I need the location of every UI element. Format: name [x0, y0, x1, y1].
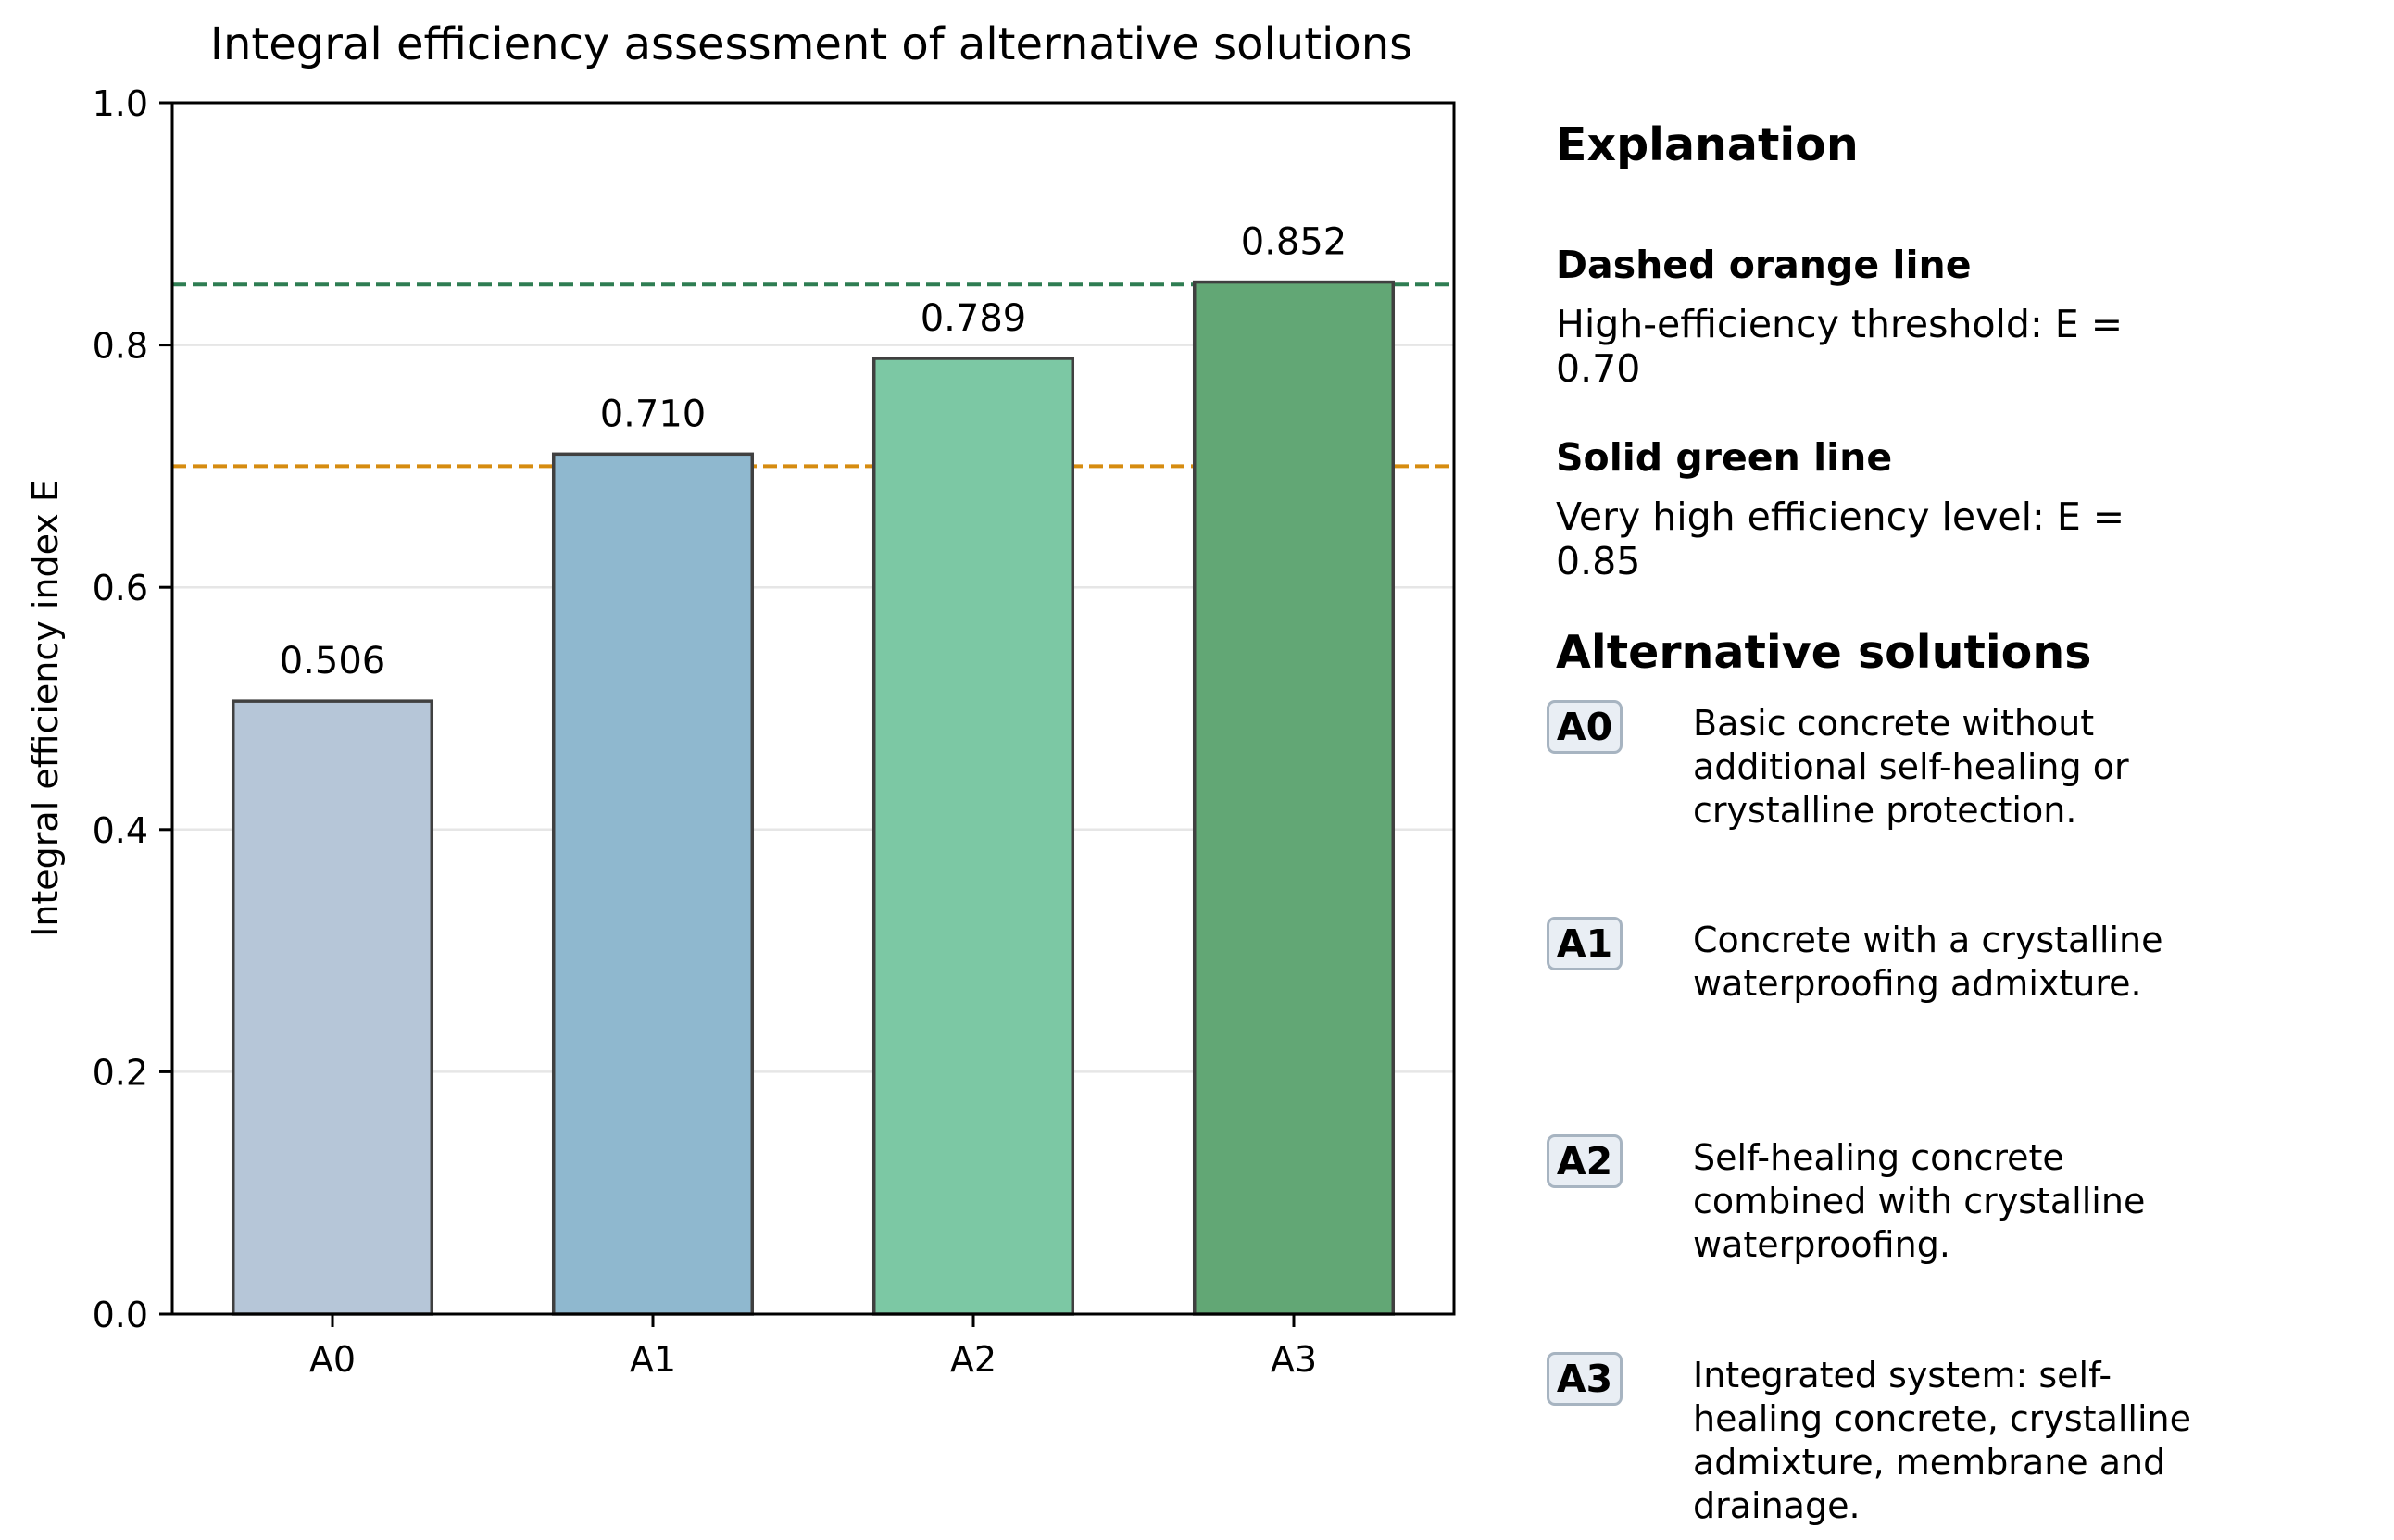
dashed-orange-line-heading: Dashed orange line — [1556, 243, 1972, 287]
value-label: 0.710 — [600, 393, 707, 435]
value-labels: 0.506 0.710 0.789 0.852 — [280, 221, 1347, 683]
plot-frame — [170, 101, 1456, 1316]
value-label: 0.506 — [280, 640, 386, 682]
solid-green-line-text: Very high efficiency level: E = 0.85 — [1556, 495, 2125, 583]
alternative-code-badge: A3 — [1547, 1352, 1623, 1406]
y-tick-label: 0.2 — [93, 1052, 148, 1093]
dashed-orange-line-text: High-efficiency threshold: E = 0.70 — [1556, 302, 2124, 391]
alternative-description: Basic concrete without additional self-h… — [1693, 703, 2129, 831]
x-tick-label: A3 — [1271, 1339, 1317, 1380]
x-tick-label: A1 — [630, 1339, 676, 1380]
alternative-description: Concrete with a crystalline waterproofin… — [1693, 920, 2163, 1004]
y-tick-label: 0.8 — [93, 326, 148, 367]
alternative-description: Integrated system: self-healing concrete… — [1693, 1355, 2191, 1526]
explanation-heading: Explanation — [1556, 119, 1859, 171]
y-tick-label: 0.0 — [93, 1295, 148, 1335]
alternatives-heading: Alternative solutions — [1556, 626, 2092, 679]
alternative-code-badge: A1 — [1547, 917, 1623, 970]
x-axis-ticks: A0 A1 A2 A3 — [309, 1314, 1317, 1380]
y-tick-label: 0.4 — [93, 810, 148, 851]
value-label: 0.789 — [921, 297, 1027, 340]
alternative-code-badge: A2 — [1547, 1134, 1623, 1188]
solid-green-line-heading: Solid green line — [1556, 435, 1893, 480]
bars — [231, 280, 1396, 1316]
y-axis-label: Integral efficiency index E — [25, 480, 66, 937]
alternative-description: Self-healing concrete combined with crys… — [1693, 1137, 2146, 1265]
explanation-panel: Explanation Dashed orange line High-effi… — [1547, 0, 2371, 1540]
bar-a2 — [871, 357, 1075, 1316]
bar-a3 — [1192, 280, 1396, 1316]
x-tick-label: A2 — [950, 1339, 996, 1380]
y-axis-ticks: 0.0 0.2 0.4 0.6 0.8 1.0 — [93, 83, 172, 1335]
y-tick-label: 1.0 — [93, 83, 148, 124]
chart-title: Integral efficiency assessment of altern… — [210, 19, 1412, 70]
bar-a0 — [231, 699, 434, 1316]
bar-a1 — [551, 452, 755, 1316]
x-tick-label: A0 — [309, 1339, 356, 1380]
value-label: 0.852 — [1241, 221, 1347, 264]
bar-chart: Integral efficiency assessment of altern… — [25, 19, 1456, 1380]
y-tick-label: 0.6 — [93, 568, 148, 608]
alternative-code-badge: A0 — [1547, 700, 1623, 754]
